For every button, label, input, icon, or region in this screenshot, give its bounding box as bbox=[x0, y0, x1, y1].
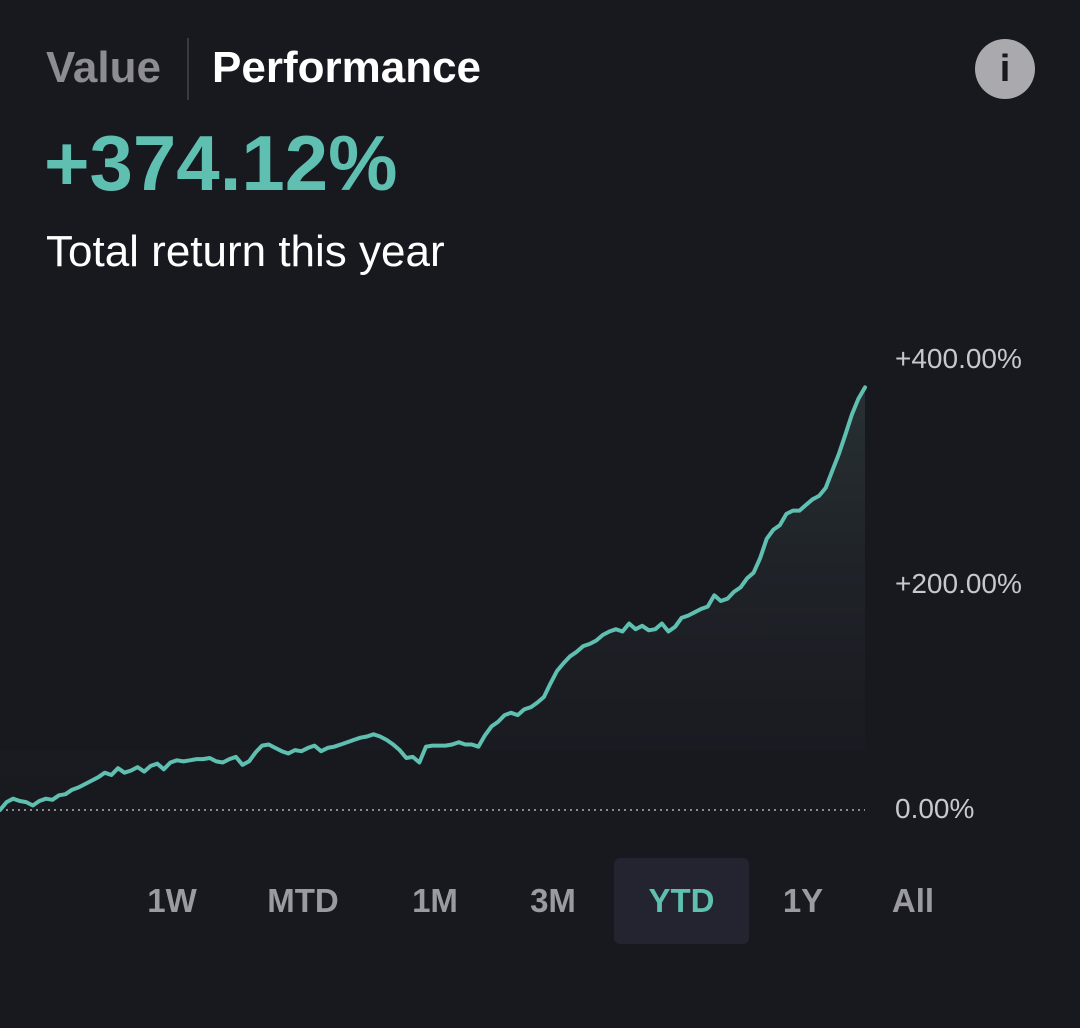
info-icon: i bbox=[999, 48, 1011, 90]
range-button-1m[interactable]: 1M bbox=[412, 882, 458, 919]
total-return-value: +374.12% bbox=[44, 119, 398, 207]
range-button-mtd[interactable]: MTD bbox=[267, 882, 339, 919]
total-return-caption: Total return this year bbox=[46, 227, 445, 276]
y-tick-label-middle: +200.00% bbox=[895, 568, 1022, 599]
tab-divider bbox=[187, 38, 189, 100]
performance-chart: +400.00% +200.00% 0.00% bbox=[0, 343, 1022, 824]
chart-area-fill bbox=[0, 387, 865, 810]
y-tick-label-top: +400.00% bbox=[895, 343, 1022, 374]
performance-line bbox=[0, 385, 867, 812]
range-button-1w[interactable]: 1W bbox=[147, 882, 197, 919]
range-button-1y[interactable]: 1Y bbox=[782, 882, 824, 919]
tab-value[interactable]: Value bbox=[46, 43, 161, 92]
y-tick-label-zero: 0.00% bbox=[895, 793, 974, 824]
range-button-3m[interactable]: 3M bbox=[530, 882, 576, 919]
range-button-ytd[interactable]: YTD bbox=[614, 858, 749, 944]
tab-performance[interactable]: Performance bbox=[212, 43, 482, 92]
time-range-selector: 1W MTD 1M 3M YTD 1Y All bbox=[0, 858, 1080, 944]
range-button-all[interactable]: All bbox=[891, 882, 935, 919]
info-button[interactable]: i bbox=[975, 39, 1035, 99]
